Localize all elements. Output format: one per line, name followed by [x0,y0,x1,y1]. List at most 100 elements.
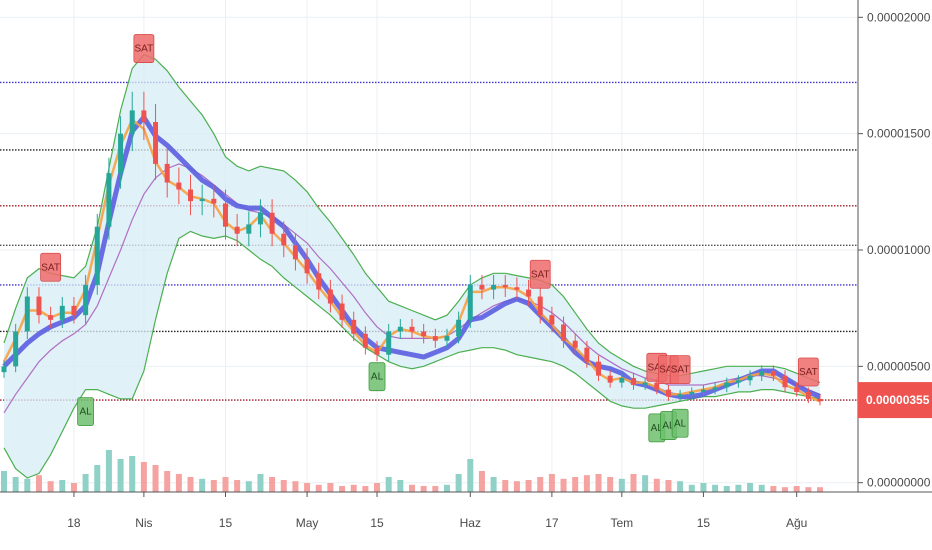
volume-bar-65 [758,484,765,492]
candle-body-36 [421,331,427,337]
y-tick-labels: 0.00002000 0.00001500 0.00001000 0.00000500… [858,10,931,490]
volume-bar-39 [455,474,462,492]
signal-box-4 [529,259,551,289]
volume-bar-16 [187,477,194,492]
y-tick-label-2: 0.00001000 [867,243,931,257]
volume-bar-28 [327,483,334,492]
candle-body-14 [164,163,170,183]
candle-body-26 [304,259,310,274]
ma-slow-line [2,114,821,400]
candle-body-35 [409,326,415,332]
volume-bar-67 [782,487,789,492]
candle-body-20 [234,226,240,234]
volume-bar-66 [770,486,777,492]
candle-body-33 [386,331,392,355]
candle-body-43 [502,284,508,288]
x-tick-label-3: May [296,516,319,530]
candle-body-0 [1,366,7,373]
volume-bar-69 [805,487,812,492]
signal-box-2 [133,34,155,63]
candle-body-61 [712,387,718,390]
candle-body-53 [619,377,625,383]
volume-bar-18 [210,480,217,492]
candle-body-57 [665,389,671,397]
volume-bar-34 [397,480,404,492]
candle-body-45 [526,289,532,297]
volume-bar-47 [548,474,555,492]
signal-label-1: AL [79,407,92,418]
signal-box-1 [77,397,94,427]
volume-bar-56 [653,478,660,492]
volume-bar-4 [47,481,54,492]
candle-body-28 [327,289,333,304]
candle-body-29 [339,303,345,320]
volume-bar-45 [525,480,532,492]
candle-body-6 [71,305,77,316]
candle-body-54 [630,377,636,385]
signal-box-11 [797,357,819,387]
volume-bar-36 [420,486,427,492]
volume-bar-0 [1,471,7,492]
candle-body-52 [607,375,613,383]
x-tick-label-7: Tem [610,516,633,530]
candle-body-48 [561,324,567,341]
candle-body-12 [141,110,147,123]
candle-body-24 [281,233,287,246]
x-tick-label-5: Haz [460,516,481,530]
volume-bar-50 [583,475,590,492]
candle-body-63 [735,380,741,383]
volume-bar-43 [502,480,509,492]
candle-body-3 [36,296,42,316]
candle-body-41 [479,284,485,290]
candle-body-65 [759,371,765,376]
signal-2: SAT [133,34,155,63]
volume-bar-64 [747,483,754,492]
volume-bar-29 [339,486,346,492]
candle-body-5 [59,305,65,320]
candle-body-22 [257,212,263,225]
band-lower-line [3,230,821,479]
volume-bar-42 [490,477,497,492]
volume-bar-40 [467,459,474,492]
signal-label-7: SAT [659,365,678,376]
candle-body-40 [467,284,473,320]
volume-bar-2 [24,478,31,492]
x-tick-label-0: 18 [67,516,81,530]
volume-bar-48 [560,478,567,492]
signal-label-8: AL [662,421,675,432]
volume-bar-32 [374,483,381,492]
candle-body-44 [514,287,520,290]
signal-label-11: SAT [799,367,818,378]
volume-bar-46 [537,477,544,492]
y-tick-label-0: 0.00002000 [867,10,931,24]
candle-body-27 [316,273,322,290]
volume-bar-24 [280,480,287,492]
candle-body-17 [199,198,205,202]
candle-body-2 [24,296,30,332]
candle-body-50 [584,347,590,362]
volume-bar-51 [595,474,602,492]
candle-body-8 [94,226,100,285]
x-tick-label-1: Nis [135,516,152,530]
volume-bar-61 [712,484,719,492]
signal-label-9: SAT [671,365,690,376]
last-price-tag: 0.00000355 [858,382,932,419]
volume-bar-9 [105,450,112,492]
volume-bar-20 [234,480,241,492]
candle-body-42 [491,284,497,290]
volume-bar-7 [82,474,89,492]
signal-0: SAT [40,252,62,282]
volume-bar-54 [630,474,637,492]
candle-body-69 [805,391,811,399]
candle-body-32 [374,347,380,355]
signal-11: SAT [797,357,819,387]
last-price-label: 0.00000355 [866,393,930,407]
volume-bar-49 [572,477,579,492]
y-tick-label-1: 0.00001500 [867,127,931,141]
candle-body-31 [362,333,368,348]
volume-bar-22 [257,474,264,492]
candlesticks [1,91,823,406]
volume-bar-25 [292,481,299,492]
candle-body-19 [222,203,228,227]
